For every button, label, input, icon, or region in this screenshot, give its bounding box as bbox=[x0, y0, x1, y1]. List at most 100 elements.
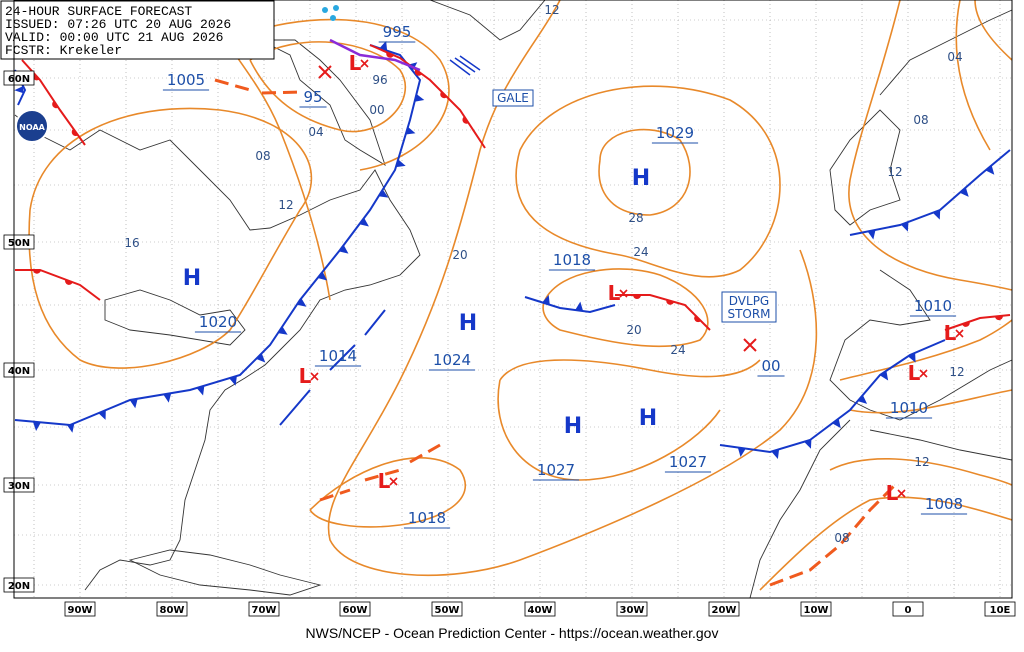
header-line: ISSUED: 07:26 UTC 20 AUG 2026 bbox=[5, 17, 231, 32]
header-box bbox=[0, 0, 275, 60]
lon-label-box bbox=[248, 601, 280, 617]
wind-barb bbox=[449, 55, 481, 76]
caribbean bbox=[128, 549, 322, 596]
isobar-label: 04 bbox=[947, 50, 962, 64]
pressure-label: 1008 bbox=[925, 495, 963, 513]
front-triangle bbox=[857, 395, 868, 404]
front-semicircle bbox=[414, 69, 423, 76]
africa bbox=[749, 419, 1013, 599]
front-triangle bbox=[908, 352, 916, 363]
isobar-label: 08 bbox=[834, 531, 849, 545]
lon-label-box bbox=[64, 601, 96, 617]
isobar bbox=[839, 319, 1013, 414]
high-center: H bbox=[632, 166, 650, 191]
isobar-label: 20 bbox=[452, 248, 467, 262]
lat-label: 60N bbox=[8, 74, 30, 85]
gale-box bbox=[492, 89, 534, 107]
lon-label-box bbox=[431, 601, 463, 617]
low-center: L bbox=[944, 321, 957, 345]
isobar bbox=[598, 128, 691, 216]
isobar-label: 96 bbox=[372, 73, 387, 87]
lat-label-box bbox=[3, 362, 35, 378]
lon-label-box bbox=[156, 601, 188, 617]
front-semicircle bbox=[71, 128, 79, 137]
lon-label: 10E bbox=[990, 605, 1011, 616]
fronts bbox=[14, 38, 1011, 587]
high-center: H bbox=[183, 266, 201, 291]
coastlines bbox=[14, 0, 1013, 599]
lon-label-box bbox=[800, 601, 832, 617]
front-triangle bbox=[378, 189, 389, 198]
isobar-label: 12 bbox=[914, 455, 929, 469]
low-x bbox=[955, 329, 964, 338]
front-triangle bbox=[959, 187, 969, 197]
isobar-label: 16 bbox=[124, 236, 139, 250]
cold-front bbox=[719, 339, 946, 454]
pressure-label: 95 bbox=[303, 88, 322, 106]
front-triangle bbox=[256, 353, 266, 363]
lon-label: 90W bbox=[68, 605, 93, 616]
pressure-label: 1027 bbox=[669, 453, 707, 471]
front-triangle bbox=[32, 421, 41, 431]
low-x bbox=[619, 289, 628, 298]
trough bbox=[319, 443, 441, 502]
isobar bbox=[497, 359, 761, 481]
front-triangle bbox=[163, 393, 172, 403]
isobar-label: 24 bbox=[633, 245, 648, 259]
lat-label-box bbox=[3, 577, 35, 593]
front-triangle bbox=[867, 229, 876, 240]
front-semicircle bbox=[962, 321, 970, 327]
isobar bbox=[955, 0, 1013, 151]
low-center: L bbox=[608, 281, 621, 305]
isobar bbox=[515, 85, 781, 278]
labels: 60N 50N 40N 30N 20N 90W 80W 70W 60W 50W 40W 30W 20W 1… bbox=[3, 3, 1016, 617]
lon-label-box bbox=[984, 601, 1016, 617]
isobar-label: 28 bbox=[628, 211, 643, 225]
front-triangle bbox=[379, 40, 388, 51]
great-lakes bbox=[104, 289, 246, 346]
trough bbox=[329, 38, 421, 72]
isobar bbox=[28, 107, 313, 369]
pressure-label: 1027 bbox=[537, 461, 575, 479]
isobar-label: 12 bbox=[949, 365, 964, 379]
header-line: VALID: 00:00 UTC 21 AUG 2026 bbox=[5, 30, 223, 45]
front-triangle bbox=[277, 326, 288, 335]
lon-label: 30W bbox=[620, 605, 645, 616]
low-x bbox=[310, 372, 319, 381]
isobar bbox=[848, 0, 1013, 291]
front-semicircle bbox=[462, 116, 469, 124]
low-x bbox=[389, 477, 398, 486]
pressure-label: 00 bbox=[761, 357, 780, 375]
map-frame bbox=[13, 0, 1013, 599]
low-x bbox=[318, 65, 332, 79]
labrador bbox=[259, 39, 386, 167]
isobar bbox=[327, 0, 818, 577]
low-x bbox=[360, 59, 369, 68]
warm-front bbox=[369, 44, 486, 149]
front-triangle bbox=[405, 126, 416, 135]
high-center: H bbox=[639, 406, 657, 431]
logo-text: NOAA bbox=[19, 123, 45, 132]
isobar bbox=[542, 268, 709, 348]
lon-label: 0 bbox=[905, 605, 912, 616]
front-semicircle bbox=[33, 270, 41, 274]
front-triangle bbox=[737, 447, 746, 457]
footer-credit: NWS/NCEP - Ocean Prediction Center - htt… bbox=[306, 625, 719, 641]
front-triangle bbox=[14, 86, 24, 94]
low-center: L bbox=[886, 481, 899, 505]
pressure-label: 995 bbox=[383, 23, 412, 41]
storm-label: DVLPG bbox=[729, 294, 769, 308]
isobar-label: 08 bbox=[255, 149, 270, 163]
lon-label-box bbox=[708, 601, 740, 617]
lon-label: 20W bbox=[712, 605, 737, 616]
pressure-label: 1010 bbox=[890, 399, 928, 417]
storm-box bbox=[721, 291, 777, 323]
pressure-label: 1018 bbox=[408, 509, 446, 527]
lon-label: 70W bbox=[252, 605, 277, 616]
isobar bbox=[249, 41, 407, 133]
front-triangle bbox=[98, 410, 106, 420]
pressure-label: 1018 bbox=[553, 251, 591, 269]
high-center: H bbox=[564, 414, 582, 439]
trough bbox=[769, 483, 897, 587]
